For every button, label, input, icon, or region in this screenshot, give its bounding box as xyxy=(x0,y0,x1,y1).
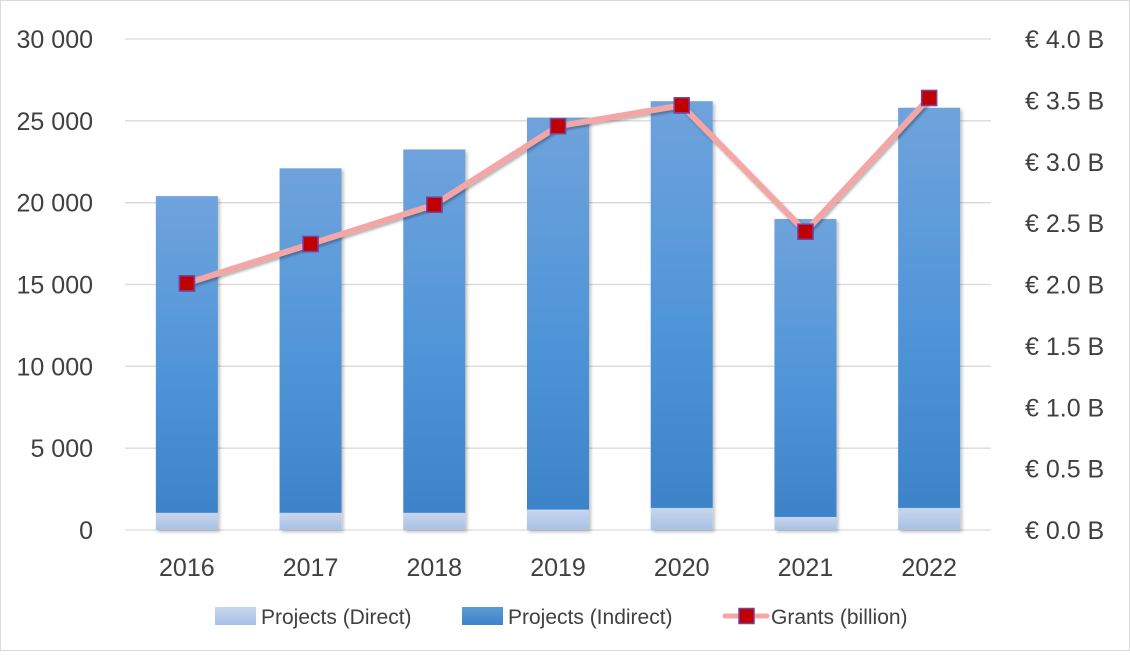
legend-marker-grants xyxy=(738,607,755,625)
bar-series xyxy=(155,101,961,530)
grants-marker xyxy=(178,275,196,292)
y-right-tick-label: € 0.0 B xyxy=(1025,517,1104,545)
y-right-tick-label: € 2.0 B xyxy=(1025,272,1104,300)
legend-label-projects-direct: Projects (Direct) xyxy=(261,606,412,629)
bar-projects-direct xyxy=(774,516,837,530)
bar-projects-direct xyxy=(898,507,961,530)
axes: 0 5 000 10 000 15 000 20 000 25 000 30 000 € 0.… xyxy=(17,26,1105,582)
y-left-tick-label: 20 000 xyxy=(17,190,93,218)
y-right-tick-label: € 1.5 B xyxy=(1025,333,1104,361)
legend-swatch-projects-indirect xyxy=(462,607,503,625)
grants-marker xyxy=(673,97,690,114)
legend-label-grants: Grants (billion) xyxy=(771,606,908,629)
grants-marker xyxy=(797,223,814,240)
y-right-tick-label: € 2.5 B xyxy=(1025,210,1104,238)
bar-projects-direct xyxy=(403,512,466,530)
bar-group xyxy=(279,168,342,530)
bar-projects-indirect xyxy=(527,117,589,510)
bar-group xyxy=(650,101,713,530)
y-left-tick-label: 15 000 xyxy=(17,272,93,300)
x-tick-label: 2019 xyxy=(530,554,586,582)
y-right-tick-label: € 3.0 B xyxy=(1025,149,1104,177)
line-series xyxy=(178,89,938,292)
y-right-tick-label: € 1.0 B xyxy=(1025,394,1104,422)
y-left-tick-label: 30 000 xyxy=(17,26,93,54)
y-left-tick-label: 5 000 xyxy=(30,435,93,463)
grants-marker xyxy=(426,196,443,213)
legend: Projects (Direct) Projects (Indirect) Gran… xyxy=(215,606,908,629)
bar-group xyxy=(774,219,837,530)
bar-projects-direct xyxy=(650,507,713,530)
bar-projects-direct xyxy=(527,509,589,530)
y-right-tick-label: € 3.5 B xyxy=(1025,87,1104,115)
y-left-tick-label: 25 000 xyxy=(17,108,93,136)
bar-group xyxy=(527,117,589,530)
bar-group xyxy=(155,196,218,530)
bar-group xyxy=(898,107,961,530)
bar-projects-indirect xyxy=(650,101,713,508)
y-left-tick-label: 10 000 xyxy=(17,353,93,381)
legend-label-projects-indirect: Projects (Indirect) xyxy=(508,606,673,629)
x-tick-label: 2017 xyxy=(283,554,339,582)
y-right-tick-label: € 0.5 B xyxy=(1025,456,1104,484)
y-left-tick-label: 0 xyxy=(79,517,93,545)
bar-projects-direct xyxy=(279,512,342,530)
bar-projects-indirect xyxy=(898,107,961,508)
bar-projects-indirect xyxy=(279,168,342,513)
x-tick-label: 2018 xyxy=(406,554,462,582)
grants-marker xyxy=(549,117,567,135)
grants-marker xyxy=(302,235,319,253)
y-right-tick-label: € 4.0 B xyxy=(1025,26,1104,54)
bar-projects-direct xyxy=(155,512,218,530)
x-tick-label: 2022 xyxy=(901,554,957,582)
legend-swatch-projects-direct xyxy=(215,607,256,625)
x-tick-label: 2020 xyxy=(654,554,710,582)
x-tick-label: 2016 xyxy=(159,554,215,582)
x-tick-label: 2021 xyxy=(778,554,834,582)
grants-marker xyxy=(920,89,938,107)
bar-projects-indirect xyxy=(155,196,218,513)
bar-projects-indirect xyxy=(774,219,837,517)
